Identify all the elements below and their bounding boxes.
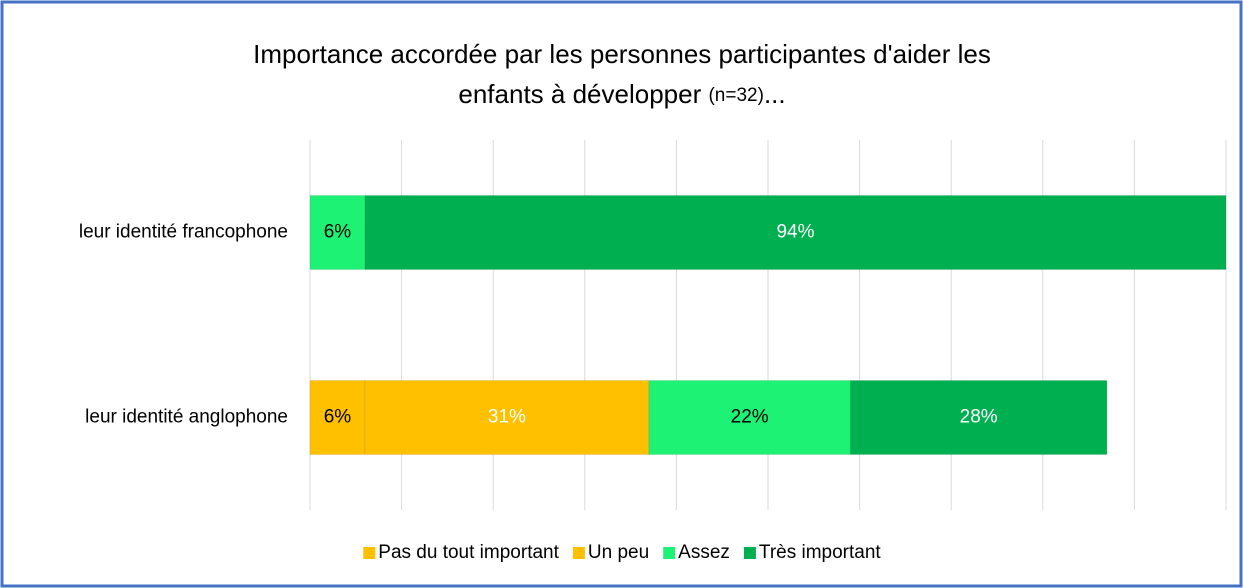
bar-segment bbox=[364, 195, 1227, 270]
legend-label: Très important bbox=[759, 542, 881, 563]
bar-segment bbox=[364, 380, 650, 455]
bar-segment bbox=[849, 380, 1108, 455]
data-label: 28% bbox=[960, 407, 998, 428]
chart-title: Importance accordée par les personnes pa… bbox=[253, 39, 991, 69]
bar-segment bbox=[648, 380, 851, 455]
bar-segment bbox=[309, 380, 366, 455]
data-label: 31% bbox=[488, 407, 526, 428]
legend-swatch bbox=[572, 547, 585, 559]
data-label: 22% bbox=[731, 407, 769, 428]
legend-label: Pas du tout important bbox=[378, 542, 559, 563]
legend-swatch bbox=[363, 547, 376, 559]
y-tick-label: leur identité anglophone bbox=[85, 407, 288, 428]
data-label: 94% bbox=[776, 222, 814, 243]
data-label: 6% bbox=[324, 407, 352, 428]
legend-swatch bbox=[663, 547, 676, 559]
chart-title-line: enfants à développer bbox=[458, 79, 701, 109]
bar-segment bbox=[309, 195, 366, 270]
chart-title: enfants à développer (n=32)... bbox=[458, 79, 785, 109]
sample-size: (n=32) bbox=[708, 85, 763, 106]
legend-label: Un peu bbox=[588, 542, 649, 563]
y-tick-label: leur identité francophone bbox=[79, 222, 288, 243]
ellipsis: ... bbox=[764, 79, 786, 109]
legend-label: Assez bbox=[678, 542, 730, 563]
data-label: 6% bbox=[324, 222, 352, 243]
legend-swatch bbox=[743, 547, 756, 559]
